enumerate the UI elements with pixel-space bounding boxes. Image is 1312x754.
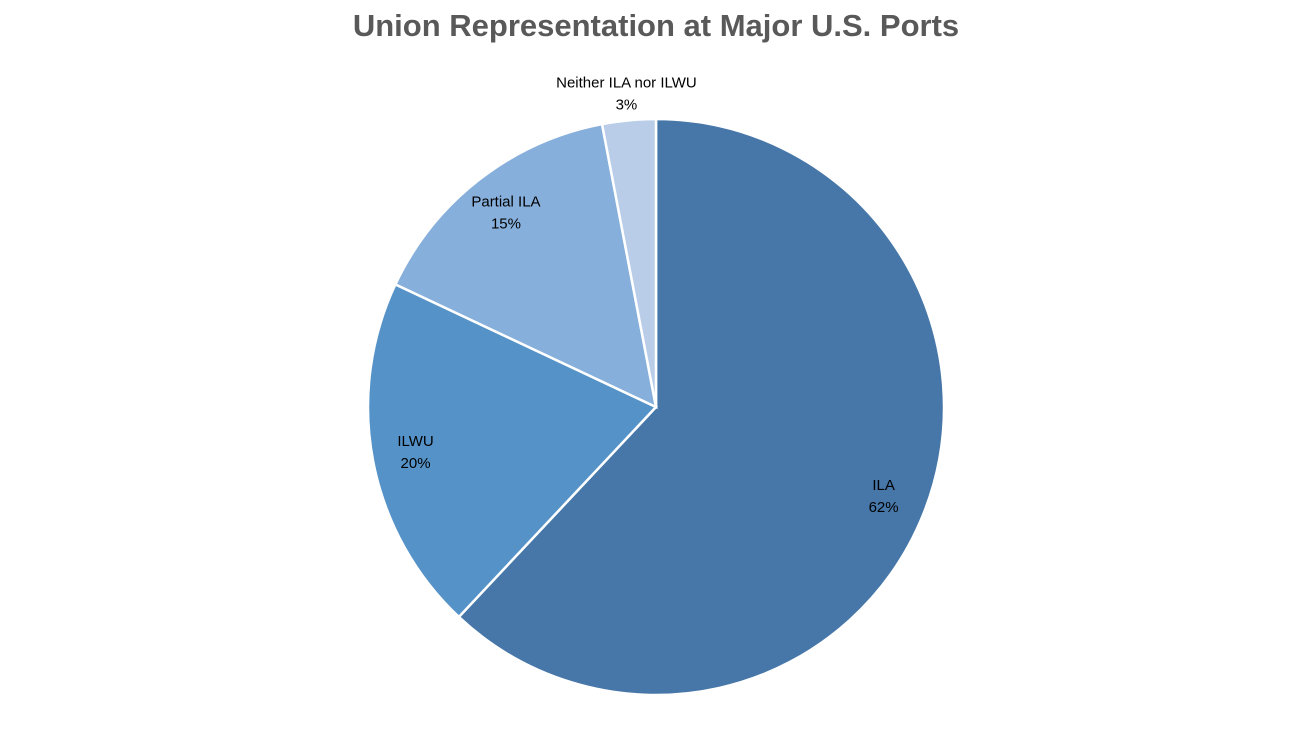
pie-slice	[600, 117, 658, 408]
pie-slice	[366, 282, 659, 619]
data-label-name: ILWU	[397, 433, 433, 450]
data-label-name: ILA	[872, 477, 895, 494]
data-label-name: Partial ILA	[471, 194, 540, 211]
pie-slice	[393, 122, 658, 410]
chart-title: Union Representation at Major U.S. Ports	[353, 8, 959, 43]
data-label-value: 3%	[616, 96, 638, 113]
data-label-value: 20%	[401, 455, 431, 472]
data-label-name: Neither ILA nor ILWU	[556, 74, 697, 91]
data-label-value: 62%	[869, 499, 899, 516]
pie-slice	[457, 117, 946, 697]
data-label-value: 15%	[491, 216, 521, 233]
